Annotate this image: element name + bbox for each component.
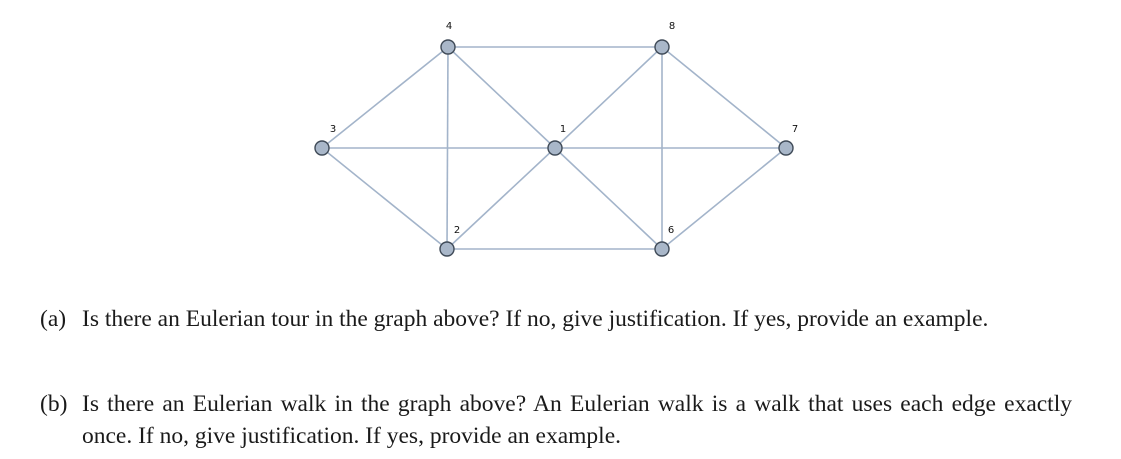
graph-nodes: 1 2 3 4 6 7 8 xyxy=(314,21,798,257)
node-7 xyxy=(778,140,794,156)
node-label-8: 8 xyxy=(669,21,675,32)
edge-3-2 xyxy=(321,147,448,250)
node-4 xyxy=(440,39,456,55)
edge-3-4 xyxy=(321,46,449,149)
node-label-2: 2 xyxy=(454,225,460,236)
edge-6-7 xyxy=(661,147,787,250)
question-b-text: Is there an Eulerian walk in the graph a… xyxy=(82,391,1072,449)
node-label-7: 7 xyxy=(792,124,798,135)
question-a-text: Is there an Eulerian tour in the graph a… xyxy=(82,306,989,332)
edge-2-1 xyxy=(446,147,556,250)
edge-4-2 xyxy=(446,46,449,250)
node-2 xyxy=(439,241,455,257)
node-label-3: 3 xyxy=(330,124,336,135)
node-3 xyxy=(314,140,330,156)
edge-8-7 xyxy=(661,46,787,149)
edge-1-6 xyxy=(554,147,663,250)
node-8 xyxy=(654,39,670,55)
node-6 xyxy=(654,241,670,257)
edge-4-1 xyxy=(447,46,556,149)
question-b-marker: (b) xyxy=(40,391,68,417)
graph-edges xyxy=(321,46,787,250)
graph-diagram: 1 2 3 4 6 7 8 xyxy=(314,21,798,257)
question-a-marker: (a) xyxy=(40,306,67,332)
node-label-6: 6 xyxy=(668,225,674,236)
edge-1-8 xyxy=(554,46,663,149)
node-label-4: 4 xyxy=(446,21,452,32)
node-label-1: 1 xyxy=(560,124,566,135)
node-1 xyxy=(547,140,563,156)
